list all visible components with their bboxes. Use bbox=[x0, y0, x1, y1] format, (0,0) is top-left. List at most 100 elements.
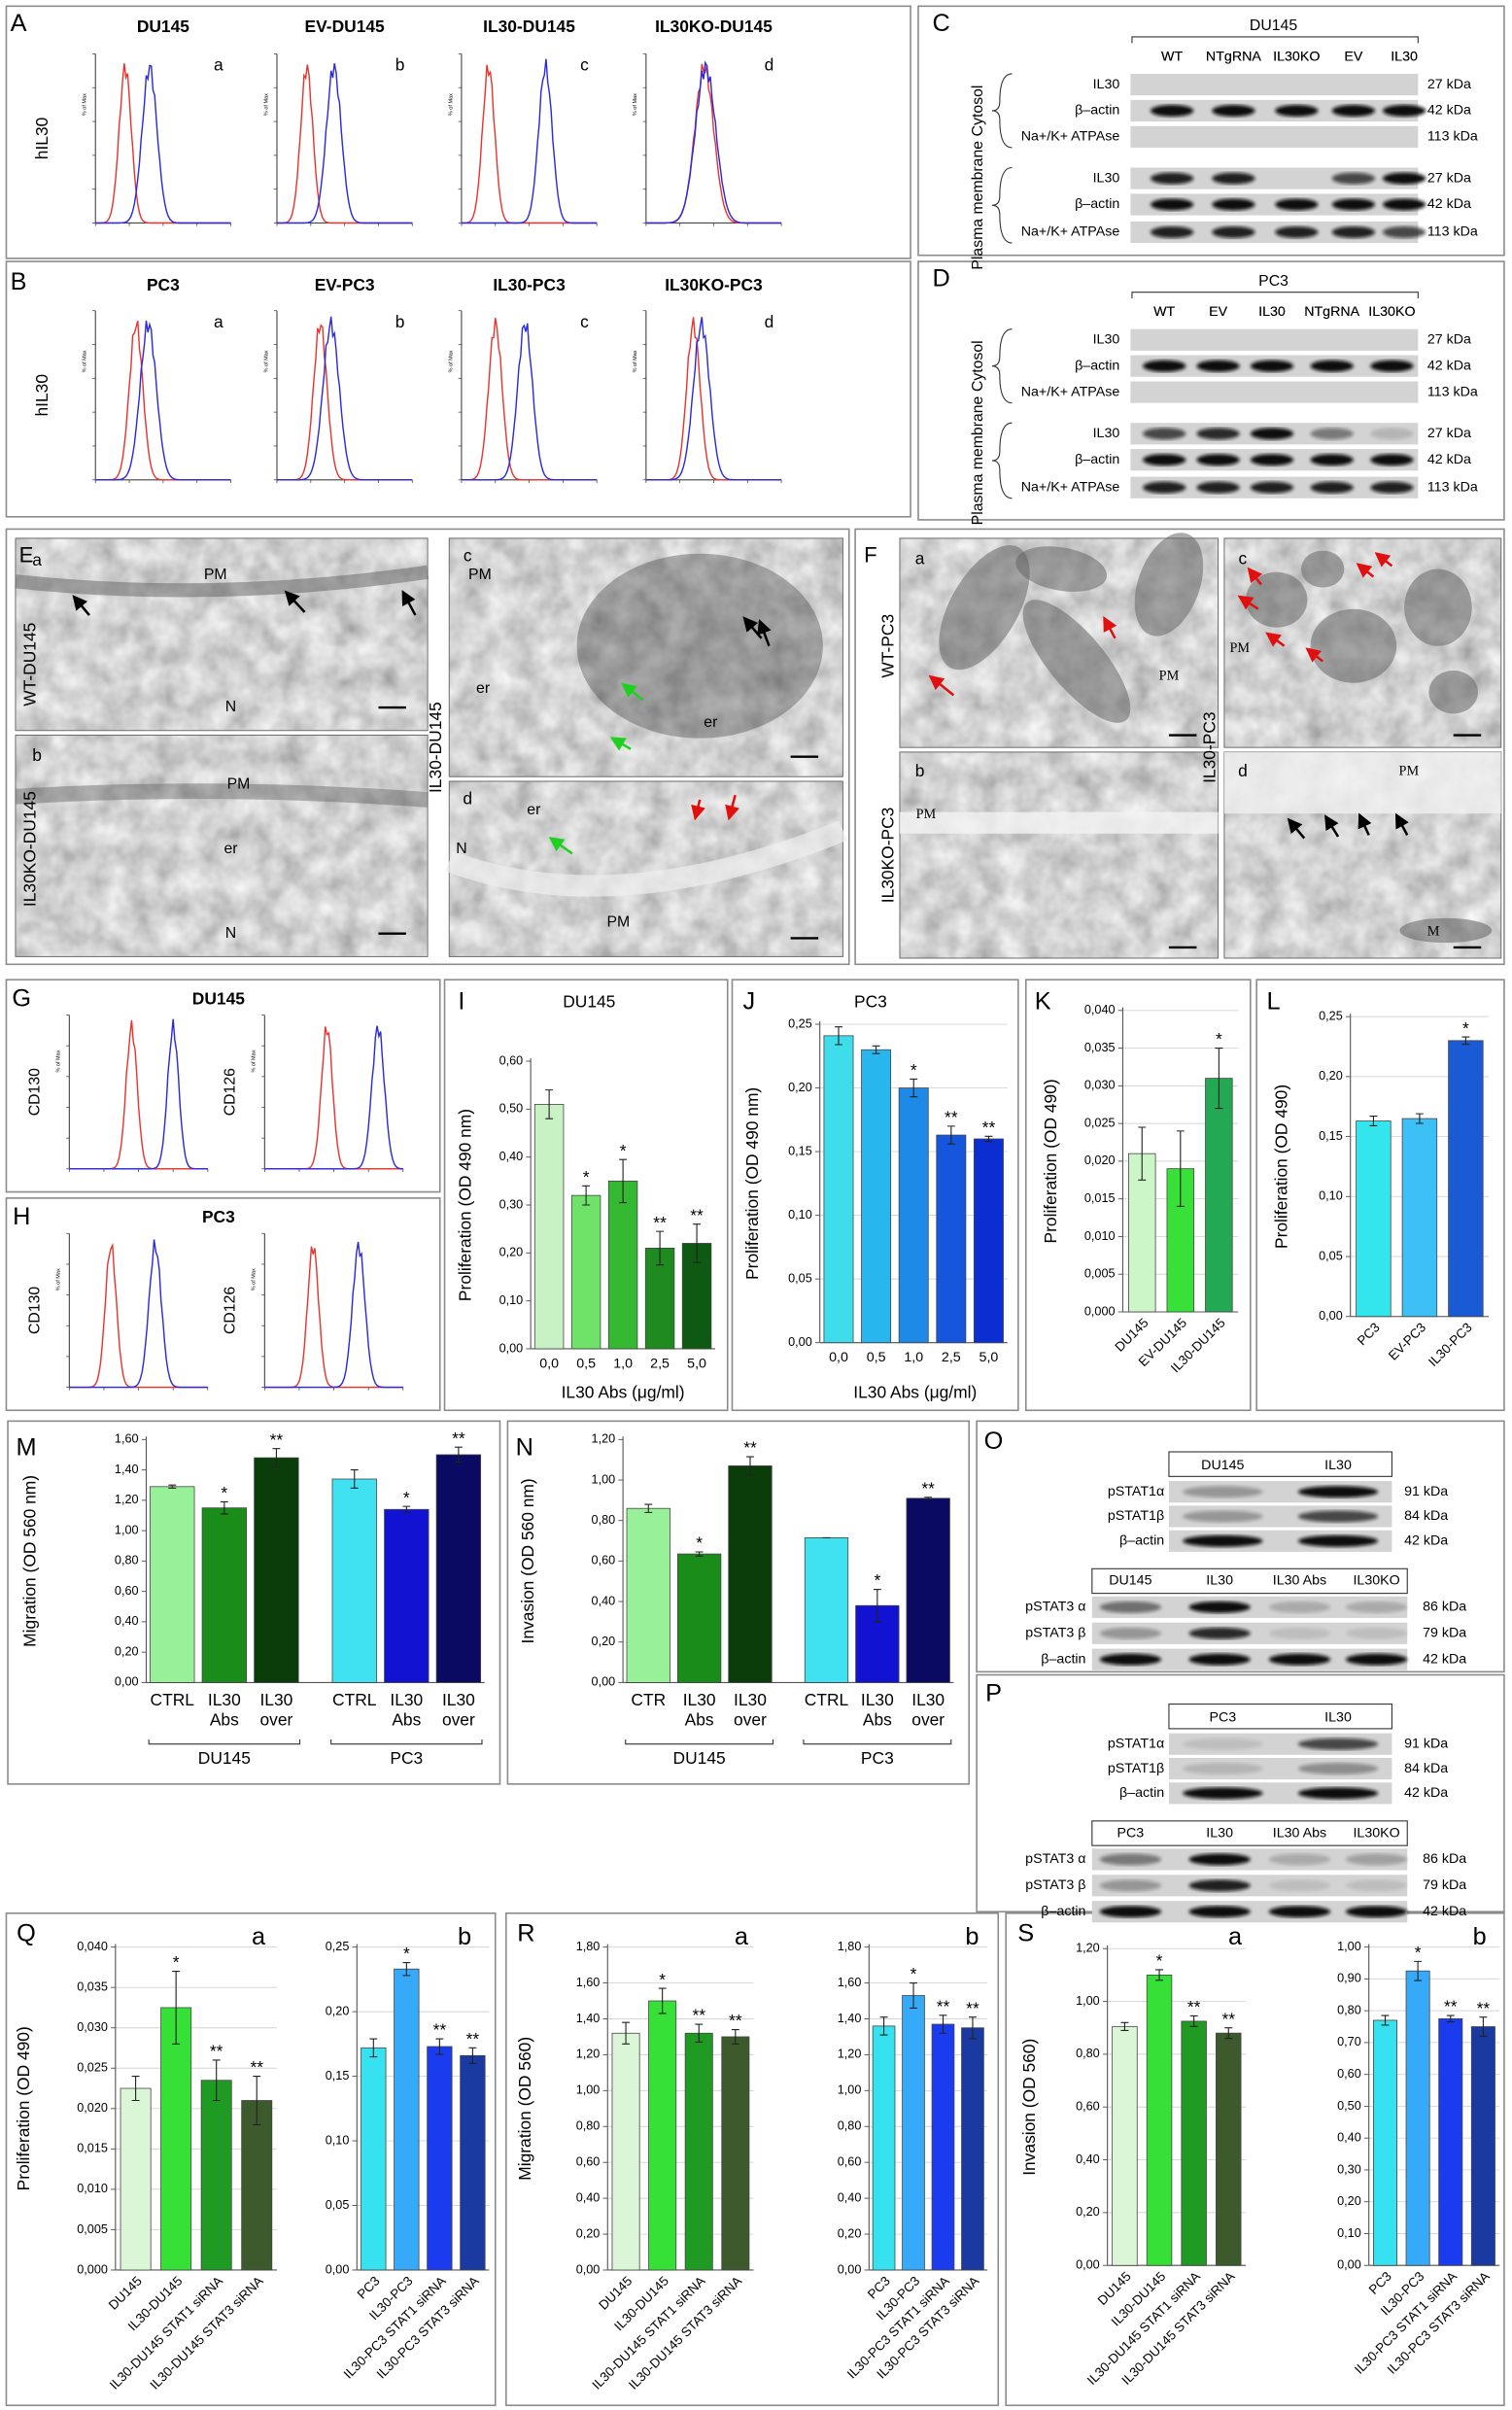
panel-letter: F bbox=[864, 543, 877, 568]
axis-label: hIL30 bbox=[32, 118, 52, 160]
panel-frame bbox=[1255, 979, 1505, 1412]
blot-band bbox=[1212, 225, 1255, 238]
size-label: 42 kDa bbox=[1427, 196, 1471, 212]
size-label: 84 kDa bbox=[1404, 1508, 1448, 1524]
error-bar bbox=[924, 1497, 933, 1500]
axis-unit: % of Max bbox=[633, 350, 638, 372]
y-tick-label: 0,30 bbox=[1337, 2162, 1361, 2176]
chart-title: DU145 bbox=[563, 991, 615, 1011]
lane-label: IL30 Abs bbox=[1273, 1573, 1326, 1589]
micrograph-border bbox=[899, 537, 1220, 748]
plot-tag: c bbox=[580, 55, 589, 75]
micrograph-border bbox=[15, 735, 429, 957]
plot-title: IL30KO-PC3 bbox=[665, 275, 763, 294]
error-bar bbox=[1381, 2014, 1390, 2026]
blot-band bbox=[1183, 1510, 1263, 1523]
organelle bbox=[1015, 546, 1108, 592]
size-label: 42 kDa bbox=[1423, 1904, 1466, 1919]
size-label: 27 kDa bbox=[1427, 426, 1471, 441]
panel-letter: N bbox=[516, 1434, 533, 1462]
y-tick-label: 0,80 bbox=[838, 2119, 862, 2133]
panel-frame bbox=[506, 1420, 970, 1785]
y-tick-label: 0,50 bbox=[499, 1102, 524, 1116]
bar bbox=[626, 1507, 670, 1683]
blot-band bbox=[1310, 360, 1354, 372]
significance-label: ** bbox=[1187, 1997, 1201, 2016]
bar bbox=[427, 2046, 453, 2271]
y-tick-label: 0,00 bbox=[838, 2262, 862, 2276]
significance-label: ** bbox=[692, 2006, 705, 2025]
blot-band bbox=[1099, 1853, 1162, 1866]
y-tick-label: 0,00 bbox=[115, 1675, 139, 1689]
y-tick-label: 0,25 bbox=[1319, 1009, 1343, 1022]
y-tick-label: 0,00 bbox=[499, 1341, 524, 1355]
error-bar bbox=[746, 1456, 754, 1476]
y-tick-label: 0,80 bbox=[1076, 2047, 1100, 2060]
blot-band bbox=[1268, 1627, 1331, 1639]
panel-letter: P bbox=[985, 1680, 1002, 1707]
significance-label: * bbox=[403, 1488, 410, 1507]
lane-label: NTgRNA bbox=[1206, 49, 1261, 64]
significance-label: ** bbox=[729, 2011, 742, 2030]
y-tick-label: 0,60 bbox=[499, 1053, 524, 1067]
structure-label: N bbox=[225, 699, 236, 715]
error-bar bbox=[402, 1962, 411, 1977]
arrow bbox=[1394, 812, 1409, 836]
panel-letter: D bbox=[933, 265, 950, 293]
y-tick-label: 1,40 bbox=[115, 1463, 139, 1476]
y-tick-label: 1,40 bbox=[838, 2012, 862, 2025]
micrograph bbox=[15, 735, 429, 957]
bar bbox=[1356, 1120, 1392, 1318]
y-tick-label: 1,20 bbox=[838, 2048, 862, 2061]
y-tick-label: 0,15 bbox=[788, 1144, 812, 1157]
y-tick-label: 1,00 bbox=[838, 2083, 862, 2097]
y-tick-label: 0,10 bbox=[788, 1208, 812, 1222]
blot-band bbox=[1345, 1601, 1408, 1613]
y-axis-label: Migration (OD 560 nm) bbox=[19, 1475, 39, 1647]
error-bar bbox=[968, 2016, 977, 2040]
lane-box bbox=[1168, 1451, 1392, 1477]
y-tick-label: 1,40 bbox=[576, 2012, 601, 2025]
error-bar bbox=[939, 2014, 947, 2034]
panel-letter: R bbox=[517, 1920, 534, 1947]
x-tick-label: CTRL bbox=[332, 1690, 377, 1709]
size-label: 42 kDa bbox=[1427, 452, 1471, 467]
plot-title: DU145 bbox=[192, 988, 245, 1008]
error-bar bbox=[693, 1223, 702, 1263]
y-tick-label: 0,05 bbox=[326, 2198, 350, 2212]
blot-band bbox=[1268, 1853, 1331, 1866]
significance-label: ** bbox=[433, 2020, 447, 2040]
y-tick-label: 0,05 bbox=[788, 1271, 812, 1285]
y-tick-label: 0,000 bbox=[1084, 1304, 1116, 1318]
x-tick-label: Abs bbox=[863, 1710, 892, 1730]
image-tag: a bbox=[32, 550, 42, 569]
y-tick-label: 0,010 bbox=[77, 2182, 108, 2195]
y-tick-label: 0,40 bbox=[1337, 2131, 1361, 2145]
y-tick-label: 1,80 bbox=[838, 1940, 862, 1953]
bar bbox=[823, 1035, 854, 1344]
blot-band bbox=[1268, 1601, 1331, 1613]
y-tick-label: 0,20 bbox=[499, 1246, 524, 1259]
y-tick-label: 0,20 bbox=[788, 1081, 812, 1094]
bar bbox=[200, 2080, 232, 2271]
bar bbox=[1372, 2019, 1398, 2266]
micrograph bbox=[15, 537, 429, 731]
bar bbox=[973, 1138, 1004, 1344]
side-label: WT-DU145 bbox=[19, 623, 39, 706]
y-tick-label: 0,10 bbox=[499, 1293, 524, 1307]
panel-tag: b bbox=[965, 1923, 979, 1950]
lane-label: EV bbox=[1209, 304, 1227, 320]
x-tick-label: over bbox=[259, 1710, 292, 1730]
structure-label: PM bbox=[227, 775, 251, 792]
protein-label: pSTAT3 β bbox=[1025, 1877, 1085, 1893]
size-label: 42 kDa bbox=[1423, 1651, 1466, 1667]
panel-tag: b bbox=[458, 1923, 471, 1950]
axis-unit: % of Max bbox=[633, 93, 638, 116]
lane-label: IL30KO bbox=[1353, 1825, 1399, 1841]
significance-label: ** bbox=[966, 1998, 979, 2017]
significance-label: ** bbox=[270, 1429, 284, 1449]
y-tick-label: 0,00 bbox=[592, 1675, 616, 1689]
image-tag: b bbox=[915, 761, 925, 780]
panel-tag: a bbox=[735, 1923, 749, 1950]
blot-band bbox=[1345, 1853, 1408, 1866]
